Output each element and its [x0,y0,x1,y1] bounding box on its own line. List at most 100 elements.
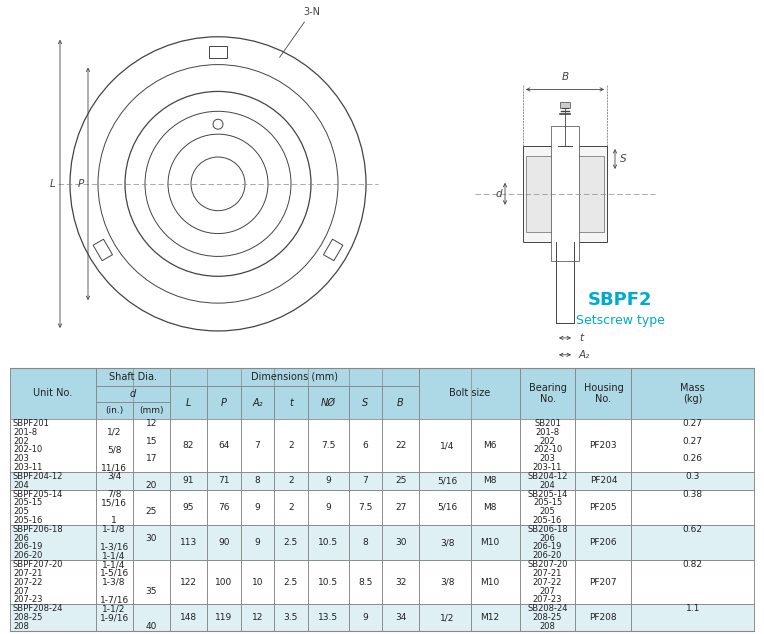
Text: 7.5: 7.5 [321,441,335,450]
Bar [10,604,96,631]
Text: 7: 7 [254,441,261,450]
Text: M10: M10 [480,538,499,547]
Bar [133,525,170,560]
Bar [382,386,419,419]
Text: P: P [78,179,84,189]
Text: 203-11: 203-11 [13,463,42,472]
Text: M8: M8 [483,476,497,485]
Text: 202: 202 [13,437,29,446]
Text: 204: 204 [13,481,29,489]
Bar [631,604,754,631]
Bar [471,419,520,472]
Text: t: t [579,333,583,343]
Bar [631,419,754,472]
Bar [133,489,170,525]
Bar [170,525,207,560]
Bar [575,472,631,489]
Text: A₂: A₂ [579,350,591,360]
Bar [382,604,419,631]
Bar [274,386,308,419]
Bar [96,472,133,489]
Text: 0.82: 0.82 [683,560,703,569]
Bar [631,472,754,489]
Text: 5/8: 5/8 [107,446,121,455]
Bar [631,489,754,525]
Text: M6: M6 [483,441,497,450]
Bar [170,560,207,604]
Bar [96,560,133,604]
Bar [308,525,348,560]
Bar [133,604,170,631]
Text: 10.5: 10.5 [318,578,338,587]
Text: 3.5: 3.5 [283,613,298,622]
Text: 1/2: 1/2 [107,428,121,437]
Text: 30: 30 [395,538,406,547]
Text: 206: 206 [13,534,29,543]
Bar [382,489,419,525]
Text: 8.5: 8.5 [358,578,372,587]
Bar [10,489,96,525]
Text: SBPF206-18: SBPF206-18 [13,525,63,534]
Bar [170,472,207,489]
Text: PF205: PF205 [590,503,617,512]
Text: 1-1/4: 1-1/4 [102,552,126,560]
Text: 6: 6 [362,441,368,450]
Bar [274,489,308,525]
Text: Shaft Dia.: Shaft Dia. [108,372,157,382]
Bar [348,386,382,419]
Text: 8: 8 [362,538,368,547]
Text: 1-3/8: 1-3/8 [102,578,126,587]
Bar [96,489,133,525]
Bar [382,560,419,604]
Text: 20: 20 [146,481,157,489]
Bar [520,419,575,472]
Bar [96,402,133,419]
Text: 9: 9 [254,538,261,547]
Text: 2.5: 2.5 [283,538,298,547]
Bar [575,489,631,525]
Text: 205-16: 205-16 [13,516,42,525]
Bar [520,604,575,631]
Text: (in.): (in.) [105,406,123,415]
Text: Setscrew type: Setscrew type [575,314,665,327]
Text: 9: 9 [325,476,331,485]
Text: 201-8: 201-8 [536,428,560,437]
Bar [631,368,754,419]
Text: 0.3: 0.3 [685,472,700,481]
Text: 3/4: 3/4 [107,472,121,481]
Text: 100: 100 [215,578,232,587]
Bar [241,472,274,489]
Text: 7: 7 [362,476,368,485]
Bar [471,560,520,604]
Text: (mm): (mm) [139,406,163,415]
Text: B: B [562,72,568,82]
Bar [560,102,570,108]
Bar [308,472,348,489]
Text: 2: 2 [288,441,293,450]
Text: 202-10: 202-10 [13,446,42,455]
Bar [170,368,419,386]
Text: 203-11: 203-11 [533,463,562,472]
Text: 1-3/16: 1-3/16 [99,543,129,552]
Text: 12: 12 [251,613,263,622]
Text: 95: 95 [183,503,194,512]
Text: SB207-20: SB207-20 [527,560,568,569]
Bar [551,126,579,261]
Bar [241,386,274,419]
Text: 202: 202 [539,437,555,446]
Text: 206: 206 [539,534,555,543]
Text: SB206-18: SB206-18 [527,525,568,534]
Text: 15/16: 15/16 [101,498,127,507]
Text: 12: 12 [146,419,157,428]
Text: 1/2: 1/2 [440,613,455,622]
Text: 1-1/8: 1-1/8 [102,525,126,534]
Bar [10,560,96,604]
Bar [207,489,241,525]
Text: 206-20: 206-20 [13,552,42,560]
Bar [520,560,575,604]
Text: 1-9/16: 1-9/16 [99,613,129,622]
Text: 13.5: 13.5 [318,613,338,622]
Text: 207-21: 207-21 [533,569,562,578]
Text: 205-16: 205-16 [533,516,562,525]
Text: 8: 8 [254,476,261,485]
